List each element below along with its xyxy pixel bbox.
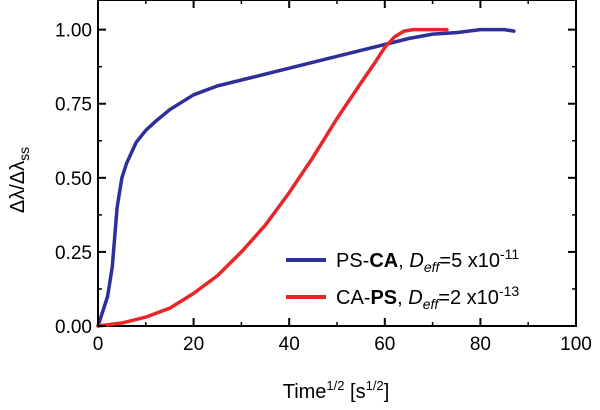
- x-tick-label: 40: [279, 334, 300, 355]
- legend-ps-ca-sub: eff: [424, 259, 442, 275]
- legend: PS-CA, Deff=5 x10-11 CA-PS, Deff=2 x10-1…: [286, 246, 519, 312]
- legend-ca-ps-exp: -13: [499, 283, 519, 299]
- series-layer: [96, 27, 516, 328]
- series-line-0: [96, 27, 516, 328]
- legend-ps-ca-p2: ,: [398, 250, 409, 272]
- y-tick-label: 0.50: [55, 169, 92, 190]
- y-tick-label: 0.25: [55, 243, 92, 264]
- x-axis-title-unit-close: ]: [384, 381, 390, 403]
- y-tick-label: 0.00: [55, 317, 92, 338]
- x-tick-label: 100: [560, 334, 592, 355]
- x-tick-label: 20: [183, 334, 204, 355]
- x-tick-label: 0: [93, 334, 104, 355]
- x-tick-label: 60: [374, 334, 395, 355]
- legend-ca-ps-p2: ,: [397, 287, 408, 309]
- y-tick-label: 1.00: [55, 21, 92, 42]
- legend-ca-ps-sub: eff: [423, 296, 441, 312]
- legend-ca-ps-p3: =2 x10: [438, 287, 499, 309]
- x-axis-title: Time1/2 [s1/2]: [283, 378, 390, 403]
- y-tick-label: 0.75: [55, 95, 92, 116]
- ticks-layer: 0 20 40 60 80 100 0.00 0.25 0.50 0.75 1.00: [55, 0, 592, 355]
- legend-ps-ca-italic: D: [409, 250, 423, 272]
- x-axis-title-sup: 1/2: [326, 378, 344, 393]
- legend-ca-ps-italic: D: [408, 287, 422, 309]
- x-axis-title-unit-open: [s: [345, 381, 366, 403]
- legend-ps-ca-p1: PS-: [336, 250, 369, 272]
- series-line-1: [96, 27, 449, 328]
- y-axis-title-sub: ss: [16, 147, 32, 161]
- legend-label-ps-ca: PS-CA, Deff=5 x10-11: [336, 246, 519, 275]
- x-axis-title-unit-sup: 1/2: [366, 378, 384, 393]
- x-axis-title-main: Time: [283, 381, 327, 403]
- legend-ca-ps-bold: PS: [370, 287, 397, 309]
- legend-ca-ps-p1: CA-: [336, 287, 370, 309]
- legend-ps-ca-bold: CA: [369, 250, 398, 272]
- plot-frame: [97, 0, 577, 327]
- legend-ps-ca-p3: =5 x10: [439, 250, 500, 272]
- legend-ps-ca-exp: -11: [500, 246, 519, 262]
- y-axis-title: Δλ/Δλss: [7, 147, 32, 213]
- legend-label-ca-ps: CA-PS, Deff=2 x10-13: [336, 283, 519, 312]
- y-axis-title-main: Δλ/Δλ: [7, 161, 29, 213]
- x-tick-label: 80: [470, 334, 491, 355]
